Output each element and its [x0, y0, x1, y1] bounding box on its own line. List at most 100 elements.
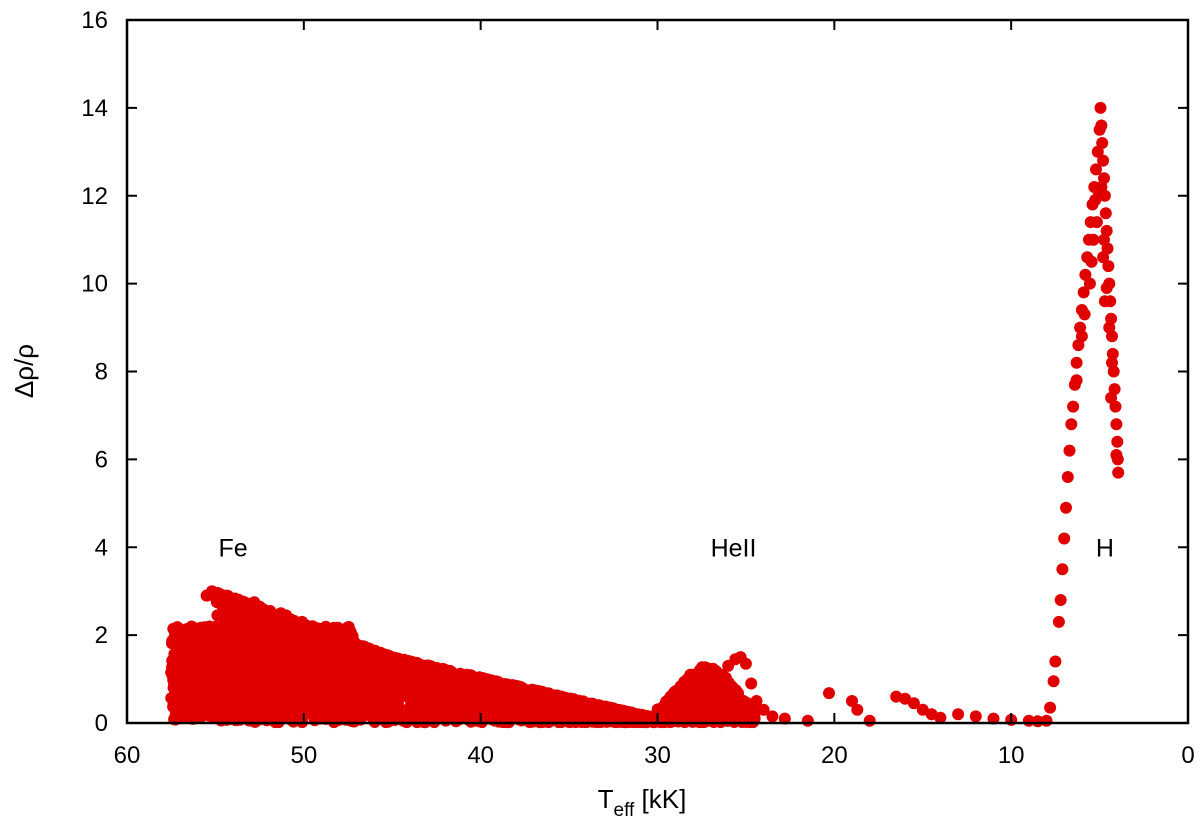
- data-point: [317, 676, 329, 689]
- x-tick-label: 30: [644, 742, 671, 769]
- data-point: [403, 659, 416, 672]
- data-point: [267, 695, 279, 708]
- data-point: [231, 594, 244, 607]
- data-point: [338, 710, 350, 723]
- tick-labels: 60 50 40 30 20 10 0 0 2 4 6 8 10 12 14 16: [81, 7, 1194, 769]
- data-point: [700, 706, 713, 719]
- data-point: [1049, 655, 1062, 668]
- data-point: [397, 704, 410, 717]
- data-point: [307, 702, 320, 715]
- data-point: [237, 655, 250, 668]
- data-point: [490, 711, 503, 724]
- data-point: [191, 659, 204, 672]
- data-point: [766, 710, 779, 723]
- data-point: [1098, 233, 1110, 246]
- data-point: [463, 696, 476, 709]
- data-point: [380, 686, 393, 699]
- data-point: [574, 698, 586, 711]
- data-point: [465, 684, 478, 696]
- data-point: [258, 629, 271, 642]
- data-point: [1099, 207, 1112, 220]
- data-point: [1096, 137, 1109, 149]
- data-point: [1058, 532, 1071, 545]
- data-point: [1090, 163, 1102, 176]
- data-point: [1067, 400, 1080, 413]
- data-point: [375, 648, 388, 661]
- data-point: [672, 684, 685, 696]
- data-point: [1078, 308, 1091, 321]
- data-point: [262, 615, 275, 628]
- data-point: [190, 707, 203, 720]
- data-point: [490, 679, 503, 691]
- data-point: [170, 651, 183, 664]
- data-point: [1098, 295, 1111, 308]
- data-point: [1087, 233, 1100, 246]
- data-point: [1103, 321, 1116, 334]
- data-point: [907, 697, 920, 710]
- data-point: [863, 714, 876, 727]
- data-point: [243, 624, 256, 637]
- data-point: [823, 687, 835, 700]
- y-tick-label: 0: [95, 710, 108, 737]
- data-point: [571, 710, 584, 723]
- data-point: [348, 651, 361, 664]
- data-point: [257, 693, 270, 706]
- data-point: [253, 600, 266, 613]
- data-point: [1070, 374, 1083, 387]
- data-point: [1063, 444, 1076, 457]
- data-point: [722, 680, 735, 693]
- data-point: [245, 610, 258, 623]
- data-point: [1110, 449, 1123, 461]
- data-point: [1102, 260, 1115, 273]
- data-point: [470, 673, 483, 686]
- data-point: [419, 683, 432, 696]
- data-point: [366, 679, 379, 692]
- data-point: [1065, 418, 1078, 431]
- data-point: [448, 677, 461, 690]
- y-tick-label: 8: [95, 359, 108, 386]
- y-axis-label: Δρ/ρ: [9, 344, 39, 398]
- axis-ticks: [126, 19, 1189, 724]
- data-point: [365, 700, 378, 713]
- y-tick-label: 4: [95, 534, 108, 561]
- data-point: [285, 631, 298, 644]
- data-point: [969, 710, 982, 723]
- annotation-label: H: [1096, 534, 1114, 562]
- data-point: [739, 657, 752, 670]
- annotations: Fe HeII H: [219, 534, 1114, 562]
- data-point: [694, 695, 707, 708]
- data-point: [589, 711, 602, 724]
- data-point: [348, 715, 361, 728]
- data-point: [554, 708, 567, 721]
- data-point: [312, 624, 324, 637]
- data-point: [393, 684, 406, 696]
- data-point: [1070, 356, 1083, 369]
- data-point: [1097, 154, 1110, 167]
- data-point: [232, 602, 245, 615]
- data-point: [302, 671, 315, 684]
- data-point: [175, 662, 188, 675]
- data-point: [851, 703, 864, 716]
- data-point: [580, 711, 593, 724]
- data-point: [536, 706, 549, 718]
- data-point: [1044, 701, 1057, 714]
- data-point: [469, 708, 482, 721]
- data-point: [188, 634, 201, 647]
- data-point: [987, 712, 1000, 725]
- data-point: [309, 637, 322, 650]
- data-point: [952, 708, 965, 721]
- data-point: [365, 659, 377, 672]
- y-tick-label: 10: [81, 271, 108, 298]
- data-point: [745, 677, 758, 690]
- data-point: [186, 646, 199, 659]
- data-point: [1060, 501, 1072, 514]
- data-point: [301, 690, 314, 703]
- data-point: [1106, 356, 1118, 369]
- data-point: [331, 648, 344, 661]
- data-point: [1083, 277, 1096, 290]
- data-point: [213, 632, 226, 645]
- y-tick-label: 14: [81, 95, 108, 122]
- data-point: [359, 642, 372, 655]
- data-point: [285, 615, 298, 628]
- data-point: [232, 685, 245, 698]
